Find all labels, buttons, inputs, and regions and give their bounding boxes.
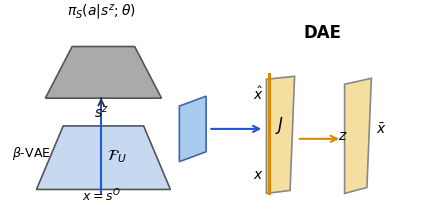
Polygon shape	[45, 47, 161, 98]
Polygon shape	[36, 126, 170, 189]
Text: $\beta$-VAE: $\beta$-VAE	[12, 145, 51, 162]
Text: $\hat{x}$: $\hat{x}$	[253, 85, 264, 103]
Text: $z$: $z$	[338, 129, 348, 143]
Text: $\mathcal{F}_U$: $\mathcal{F}_U$	[107, 148, 127, 165]
Text: $\pi_S(a|s^z;\theta)$: $\pi_S(a|s^z;\theta)$	[67, 3, 136, 22]
Text: $J$: $J$	[275, 116, 284, 136]
Polygon shape	[179, 96, 206, 162]
Text: $\bar{x}$: $\bar{x}$	[376, 122, 387, 137]
Text: $x$: $x$	[253, 168, 264, 182]
Text: $s^z$: $s^z$	[94, 105, 109, 121]
Text: $x = s^O$: $x = s^O$	[82, 188, 121, 204]
Polygon shape	[267, 76, 295, 193]
Polygon shape	[345, 78, 371, 193]
Text: DAE: DAE	[303, 24, 341, 42]
